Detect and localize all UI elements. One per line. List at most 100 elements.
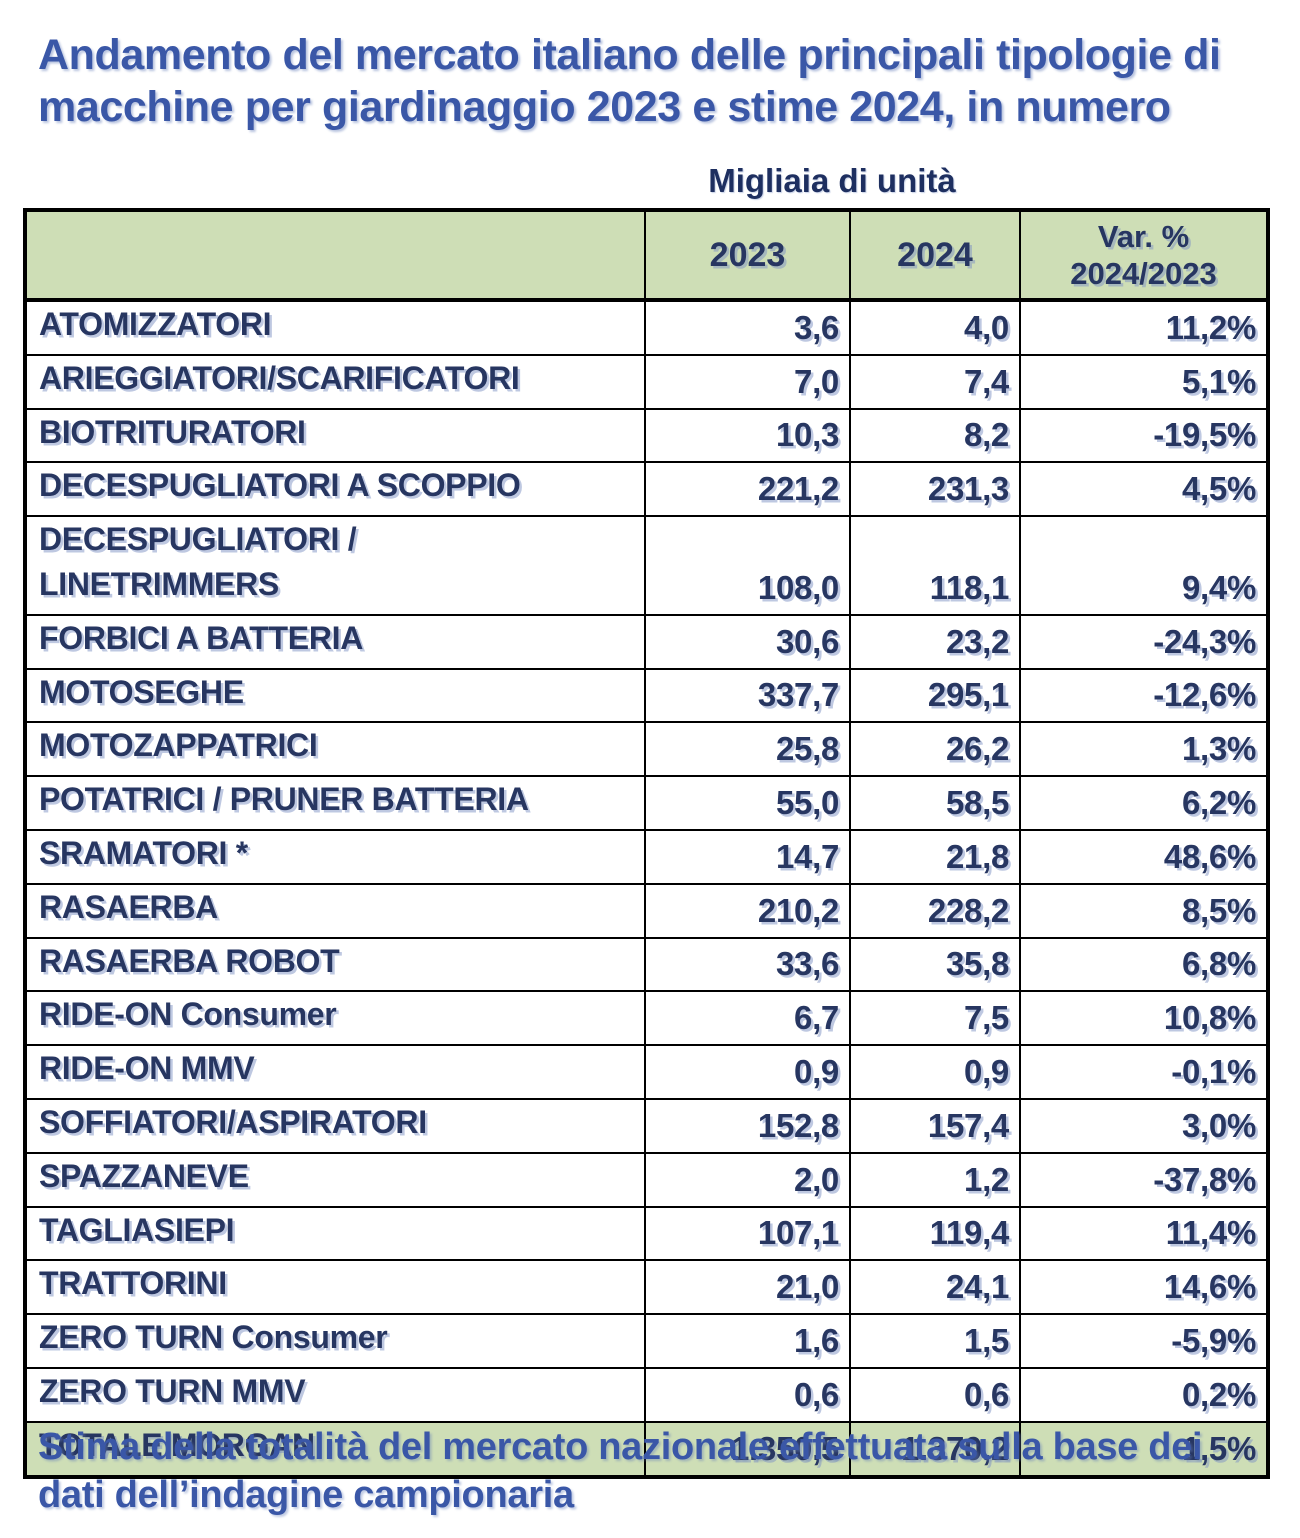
table-row: BIOTRITURATORI 10,3 8,2 -19,5% — [24, 407, 1269, 464]
cell-var: 11,2% — [1019, 299, 1269, 356]
cell-2023: 152,8 — [644, 1097, 851, 1154]
cell-2023: 221,2 — [644, 461, 851, 518]
cell-2023: 107,1 — [644, 1205, 851, 1262]
cell-2023: 0,9 — [644, 1044, 851, 1100]
cell-2023: 7,0 — [644, 353, 851, 410]
cell-var: 14,6% — [1019, 1259, 1269, 1316]
cell-2024: 4,0 — [849, 299, 1021, 356]
row-label: ATOMIZZATORI — [24, 299, 646, 356]
cell-2023: 14,7 — [644, 828, 851, 885]
row-label: SRAMATORI * — [24, 828, 646, 885]
footnote: Stima della totalità del mercato naziona… — [38, 1426, 1203, 1516]
table-row: ZERO TURN MMV 0,6 0,6 0,2% — [24, 1366, 1269, 1423]
table-row: RIDE-ON MMV 0,9 0,9 -0,1% — [24, 1044, 1269, 1100]
table-total-row: TOTALE MORGAN 1.350,5 1.370,2 1,5% — [24, 1420, 1269, 1478]
table-row: DECESPUGLIATORI A SCOPPIO 221,2 231,3 4,… — [24, 461, 1269, 518]
table-row: MOTOZAPPATRICI 25,8 26,2 1,3% — [24, 721, 1269, 778]
header-var-pct: Var. % 2024/2023 — [1019, 209, 1269, 302]
table-row: ARIEGGIATORI/SCARIFICATORI 7,0 7,4 5,1% — [24, 353, 1269, 410]
cell-2024: 8,2 — [849, 407, 1021, 464]
table-row: TAGLIASIEPI 107,1 119,4 11,4% — [24, 1205, 1269, 1262]
cell-var: 4,5% — [1019, 461, 1269, 518]
cell-var: 3,0% — [1019, 1097, 1269, 1154]
row-label: MOTOSEGHE — [24, 667, 646, 724]
cell-var: -24,3% — [1019, 613, 1269, 670]
total-2023: 1.350,5 — [644, 1420, 851, 1478]
table-row: ATOMIZZATORI 3,6 4,0 11,2% — [24, 299, 1269, 356]
cell-2024: 157,4 — [849, 1097, 1021, 1154]
cell-var: 48,6% — [1019, 828, 1269, 885]
row-label: RIDE-ON Consumer — [24, 990, 646, 1047]
cell-2023: 2,0 — [644, 1151, 851, 1208]
cell-var: 1,3% — [1019, 721, 1269, 778]
header-category-cell — [24, 209, 646, 302]
table-row: RIDE-ON Consumer 6,7 7,5 10,8% — [24, 990, 1269, 1047]
cell-var: 9,4% — [1019, 515, 1269, 616]
total-2024: 1.370,2 — [849, 1420, 1021, 1478]
row-label: ARIEGGIATORI/SCARIFICATORI — [24, 353, 646, 410]
row-label: BIOTRITURATORI — [24, 407, 646, 464]
cell-2024: 35,8 — [849, 936, 1021, 993]
table-row: RASAERBA ROBOT 33,6 35,8 6,8% — [24, 936, 1269, 993]
cell-2023: 10,3 — [644, 407, 851, 464]
cell-var: 10,8% — [1019, 990, 1269, 1047]
cell-var: 5,1% — [1019, 353, 1269, 410]
total-label: TOTALE MORGAN — [24, 1420, 646, 1478]
table-row: ZERO TURN Consumer 1,6 1,5 -5,9% — [24, 1313, 1269, 1369]
cell-2023: 0,6 — [644, 1366, 851, 1423]
cell-2024: 23,2 — [849, 613, 1021, 670]
cell-2024: 58,5 — [849, 775, 1021, 831]
cell-2024: 1,2 — [849, 1151, 1021, 1208]
cell-2023: 21,0 — [644, 1259, 851, 1316]
units-label: Migliaia di unità — [708, 162, 956, 199]
table-row: POTATRICI / PRUNER BATTERIA 55,0 58,5 6,… — [24, 775, 1269, 831]
cell-2023: 108,0 — [644, 515, 851, 616]
table-row: RASAERBA 210,2 228,2 8,5% — [24, 882, 1269, 939]
row-label: RASAERBA — [24, 882, 646, 939]
cell-2023: 210,2 — [644, 882, 851, 939]
row-label: TRATTORINI — [24, 1259, 646, 1316]
cell-2023: 55,0 — [644, 775, 851, 831]
cell-var: -37,8% — [1019, 1151, 1269, 1208]
cell-var: -19,5% — [1019, 407, 1269, 464]
cell-2024: 1,5 — [849, 1313, 1021, 1369]
cell-var: -0,1% — [1019, 1044, 1269, 1100]
cell-2023: 3,6 — [644, 299, 851, 356]
total-var: 1,5% — [1019, 1420, 1269, 1478]
table-row: SPAZZANEVE 2,0 1,2 -37,8% — [24, 1151, 1269, 1208]
cell-2024: 228,2 — [849, 882, 1021, 939]
row-label: DECESPUGLIATORI A SCOPPIO — [24, 461, 646, 518]
row-label: POTATRICI / PRUNER BATTERIA — [24, 775, 646, 831]
cell-2024: 119,4 — [849, 1205, 1021, 1262]
cell-2024: 231,3 — [849, 461, 1021, 518]
row-label: SOFFIATORI/ASPIRATORI — [24, 1097, 646, 1154]
table-row: FORBICI A BATTERIA 30,6 23,2 -24,3% — [24, 613, 1269, 670]
cell-var: 8,5% — [1019, 882, 1269, 939]
cell-2024: 21,8 — [849, 828, 1021, 885]
cell-var: 11,4% — [1019, 1205, 1269, 1262]
cell-2024: 7,5 — [849, 990, 1021, 1047]
cell-2023: 6,7 — [644, 990, 851, 1047]
cell-2024: 0,6 — [849, 1366, 1021, 1423]
header-2023: 2023 — [644, 209, 851, 302]
cell-var: -12,6% — [1019, 667, 1269, 724]
cell-var: 0,2% — [1019, 1366, 1269, 1423]
row-label: FORBICI A BATTERIA — [24, 613, 646, 670]
row-label: RIDE-ON MMV — [24, 1044, 646, 1100]
cell-var: 6,8% — [1019, 936, 1269, 993]
row-label: ZERO TURN MMV — [24, 1366, 646, 1423]
cell-var: -5,9% — [1019, 1313, 1269, 1369]
market-table: 2023 2024 Var. % 2024/2023 ATOMIZZATORI … — [23, 208, 1270, 1479]
table-row: SOFFIATORI/ASPIRATORI 152,8 157,4 3,0% — [24, 1097, 1269, 1154]
row-label: TAGLIASIEPI — [24, 1205, 646, 1262]
cell-2023: 33,6 — [644, 936, 851, 993]
table-row: DECESPUGLIATORI / LINETRIMMERS 108,0 118… — [24, 515, 1269, 616]
header-2024: 2024 — [849, 209, 1021, 302]
row-label: MOTOZAPPATRICI — [24, 721, 646, 778]
cell-2023: 337,7 — [644, 667, 851, 724]
cell-2024: 26,2 — [849, 721, 1021, 778]
cell-2024: 0,9 — [849, 1044, 1021, 1100]
row-label: SPAZZANEVE — [24, 1151, 646, 1208]
table-row: SRAMATORI * 14,7 21,8 48,6% — [24, 828, 1269, 885]
row-label: DECESPUGLIATORI / LINETRIMMERS — [24, 515, 646, 616]
